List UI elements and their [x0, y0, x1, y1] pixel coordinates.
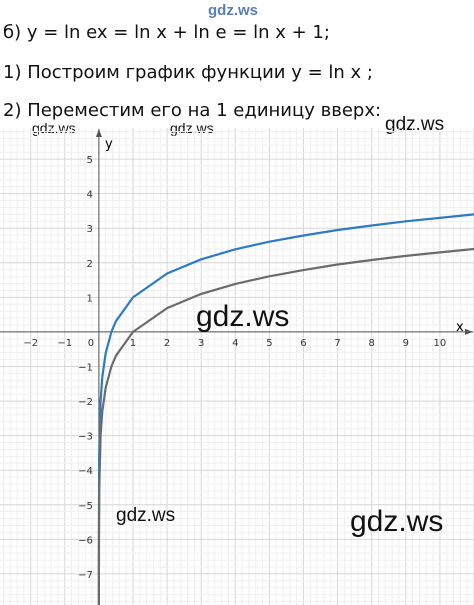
x-axis-label: x	[456, 320, 464, 335]
step-2-text: 2) Переместим его на 1 единицу вверх:	[3, 100, 382, 121]
x-tick-label: 2	[164, 338, 170, 349]
x-tick-label: 0	[88, 338, 94, 349]
y-axis-arrow	[95, 129, 102, 137]
y-tick-label: −6	[78, 535, 93, 546]
series	[97, 213, 474, 605]
x-tick-label: 1	[130, 338, 136, 349]
tick-labels: −2 −1 0 1 2 3 4 5 6 7 8 9 10 −7 −6 −5 −4 −3 −2 −1 1 2 3 4 5	[23, 155, 446, 581]
x-tick-label: −2	[23, 338, 38, 349]
y-tick-label: −7	[78, 570, 93, 581]
y-tick-label: 3	[87, 224, 93, 235]
y-tick-label: 2	[87, 259, 93, 270]
y-tick-label: −5	[78, 501, 93, 512]
x-tick-label: −1	[57, 338, 72, 349]
y-tick-label: −4	[78, 466, 93, 477]
x-tick-label: 6	[300, 338, 306, 349]
y-tick-label: 5	[87, 155, 93, 166]
function-graph: −2 −1 0 1 2 3 4 5 6 7 8 9 10 −7 −6 −5 −4 −3 −2 −1 1 2 3 4 5 x y	[0, 128, 474, 605]
x-tick-label: 4	[232, 338, 238, 349]
y-tick-label: 1	[87, 293, 93, 304]
series-line-2	[97, 247, 474, 605]
watermark-4: gdz.ws	[196, 300, 290, 333]
step-1-text: 1) Построим график функции y = ln x ;	[3, 62, 373, 83]
grid	[0, 128, 474, 605]
y-axis-label: y	[105, 137, 113, 152]
y-tick-label: −1	[78, 363, 93, 374]
top-watermark: gdz.ws	[208, 2, 259, 19]
y-tick-label: 4	[87, 190, 93, 201]
equation-line: б) y = ln ex = ln x + ln e = ln x + 1;	[3, 22, 330, 43]
x-tick-label: 5	[266, 338, 272, 349]
watermark-3: gdz.ws	[385, 114, 445, 135]
watermark-6: gdz.ws	[350, 505, 444, 538]
x-tick-label: 9	[403, 338, 409, 349]
x-tick-label: 10	[434, 338, 447, 349]
x-tick-label: 7	[334, 338, 340, 349]
x-tick-label: 3	[198, 338, 204, 349]
watermark-5: gdz.ws	[116, 505, 176, 526]
y-tick-label: −2	[78, 397, 93, 408]
y-tick-label: −3	[78, 432, 93, 443]
x-axis-arrow	[465, 328, 473, 335]
x-tick-label: 8	[369, 338, 375, 349]
